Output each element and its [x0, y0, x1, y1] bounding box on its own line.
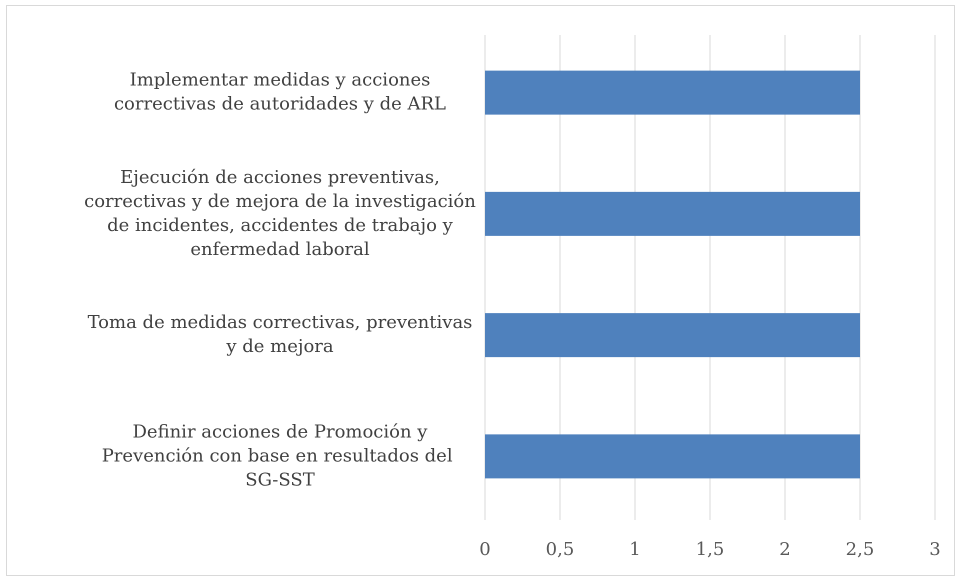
- x-tick-label: 2: [779, 539, 790, 560]
- x-tick-label: 0: [479, 539, 490, 560]
- x-tick-label: 2,5: [846, 539, 875, 560]
- bar: [485, 434, 860, 479]
- bar: [485, 313, 860, 358]
- x-tick-label: 1,5: [696, 539, 725, 560]
- x-tick-label: 1: [629, 539, 640, 560]
- y-tick-label: Toma de medidas correctivas, preventivas…: [88, 312, 473, 357]
- bar: [485, 191, 860, 236]
- y-tick-label: Definir acciones de Promoción y Prevenció…: [102, 421, 459, 490]
- bar: [485, 70, 860, 115]
- x-tick-label: 3: [929, 539, 940, 560]
- x-tick-label: 0,5: [546, 539, 575, 560]
- y-tick-label: Ejecución de acciones preventivas, correc…: [84, 167, 476, 260]
- y-tick-label: Implementar medidas y acciones correctiva…: [114, 70, 446, 115]
